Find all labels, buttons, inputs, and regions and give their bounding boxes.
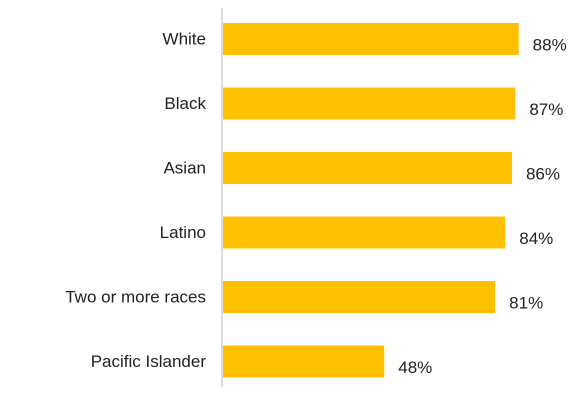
data-label: 86% — [526, 165, 560, 184]
category-label: Two or more races — [65, 288, 206, 307]
bar — [223, 87, 516, 120]
bar — [223, 23, 519, 55]
data-label: 87% — [529, 100, 563, 119]
data-label: 48% — [398, 358, 432, 377]
data-label: 88% — [533, 36, 567, 55]
bar — [223, 152, 512, 184]
data-label: 84% — [519, 229, 553, 248]
category-label: Pacific Islander — [91, 352, 207, 371]
bar — [223, 345, 385, 378]
bar — [223, 216, 506, 249]
category-label: Latino — [160, 223, 206, 242]
data-label: 81% — [509, 294, 543, 313]
bar — [223, 281, 496, 313]
category-label: Asian — [163, 159, 206, 178]
category-label: White — [163, 30, 206, 49]
category-label: Black — [164, 94, 206, 113]
